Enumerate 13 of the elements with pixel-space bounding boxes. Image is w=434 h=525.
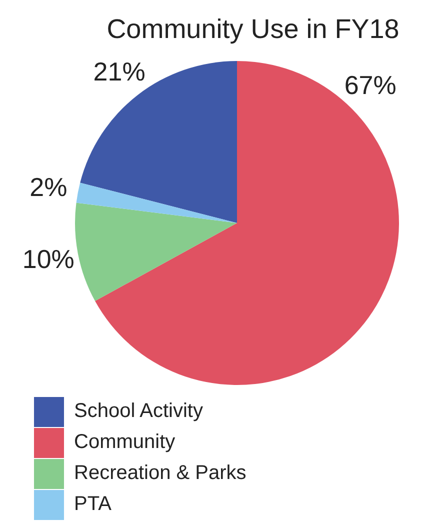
pie-slice (75, 202, 237, 302)
data-label: 67% (344, 70, 396, 100)
pie-slice (95, 61, 399, 385)
data-label: 21% (93, 56, 146, 86)
pie-slice (80, 61, 237, 223)
legend-label: Recreation & Parks (74, 462, 246, 485)
legend-label: Community (74, 431, 176, 454)
data-label: 2% (30, 172, 68, 202)
legend-label: School Activity (74, 400, 203, 423)
data-label: 10% (22, 244, 74, 274)
pie-slice (76, 182, 237, 223)
chart-title: Community Use in FY18 (106, 14, 400, 44)
legend-label: PTA (74, 493, 112, 516)
